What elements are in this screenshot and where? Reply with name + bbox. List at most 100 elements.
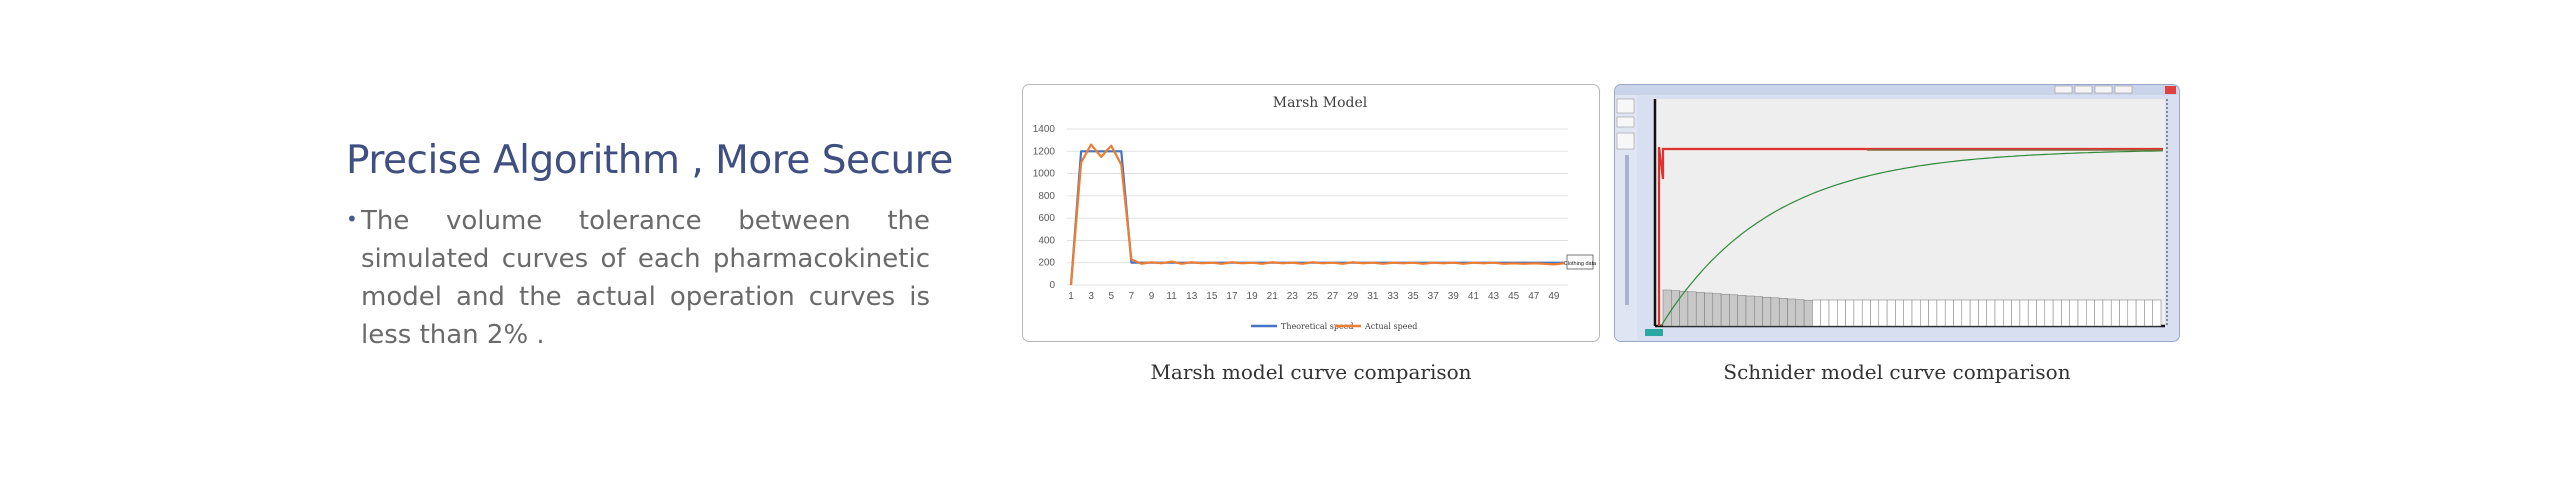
y-tick-label: 400: [1038, 235, 1055, 246]
bullet-item: • The volume tolerance between the simul…: [346, 202, 930, 354]
schnider-chart-panel: [1614, 84, 2180, 342]
x-tick-label: 17: [1226, 291, 1238, 302]
infusion-bar: [1928, 299, 1938, 327]
infusion-bar: [1754, 296, 1763, 327]
legend-label: Actual speed: [1364, 322, 1417, 331]
x-tick-label: 43: [1488, 291, 1500, 302]
x-tick-label: 29: [1347, 291, 1359, 302]
infusion-bar: [1911, 299, 1921, 327]
infusion-bar: [2036, 299, 2046, 327]
toolbar-button[interactable]: [2114, 85, 2133, 94]
infusion-bar: [1994, 299, 2004, 327]
y-axis-ticks: 0 200 400 600 800 1000 1200 1400: [1033, 124, 1056, 291]
infusion-bar: [1729, 294, 1738, 327]
infusion-bar: [1778, 298, 1788, 327]
x-tick-label: 21: [1267, 291, 1279, 302]
infusion-bar: [1787, 298, 1797, 327]
infusion-bar: [1936, 299, 1946, 327]
infusion-bar: [1820, 299, 1830, 327]
infusion-bar: [2044, 299, 2054, 327]
infusion-bar: [1812, 299, 1821, 327]
x-tick-label: 23: [1287, 291, 1299, 302]
headline: Precise Algorithm , More Secure: [346, 138, 953, 183]
x-tick-label: 25: [1307, 291, 1319, 302]
schnider-caption: Schnider model curve comparison: [1723, 360, 2071, 384]
bullet-dot: •: [346, 207, 358, 231]
infusion-bar: [2119, 299, 2129, 327]
x-tick-label: 35: [1408, 291, 1420, 302]
side-button[interactable]: [1616, 98, 1635, 114]
infusion-bar: [1978, 299, 1987, 327]
infusion-bar: [1712, 293, 1722, 327]
toolbar: [2054, 85, 2133, 94]
infusion-bar: [1837, 299, 1846, 327]
x-tick-label: 33: [1387, 291, 1399, 302]
infusion-bar: [2027, 299, 2037, 327]
green-series-line: [1660, 150, 2164, 327]
infusion-bar: [1886, 299, 1896, 327]
series-lines: [1069, 143, 1565, 286]
schnider-chart: [1615, 85, 2178, 340]
annotation-box: Clothing data: [1564, 254, 1597, 270]
infusion-bar: [1720, 293, 1730, 327]
x-tick-label: 19: [1247, 291, 1259, 302]
close-icon[interactable]: [2165, 86, 2176, 94]
infusion-bar: [2052, 299, 2062, 327]
infusion-bar: [1986, 299, 1996, 327]
x-tick-label: 15: [1206, 291, 1218, 302]
x-tick-label: 27: [1327, 291, 1339, 302]
infusion-bar: [1828, 299, 1838, 327]
x-tick-label: 31: [1367, 291, 1379, 302]
y-tick-label: 0: [1049, 280, 1055, 291]
x-tick-label: 45: [1508, 291, 1520, 302]
infusion-bar: [2019, 299, 2029, 327]
legend-label: Theoretical speed: [1281, 322, 1354, 331]
toolbar-button[interactable]: [2094, 85, 2113, 94]
plot-area: [1655, 99, 2165, 326]
infusion-bar: [1961, 299, 1971, 327]
x-tick-label: 49: [1548, 291, 1560, 302]
infusion-bar: [1903, 299, 1913, 327]
infusion-bar: [2135, 299, 2145, 327]
x-tick-label: 39: [1448, 291, 1460, 302]
scroll-handle[interactable]: [1645, 329, 1663, 336]
infusion-bar: [1870, 299, 1880, 327]
side-button[interactable]: [1616, 116, 1635, 128]
series-line: [1069, 143, 1565, 286]
y-tick-label: 200: [1038, 258, 1055, 269]
y-tick-label: 600: [1038, 213, 1055, 224]
annotation-text: Clothing data: [1564, 261, 1597, 267]
infusion-bar: [1878, 299, 1888, 327]
y-axis-scrollbar[interactable]: [1625, 155, 1629, 305]
infusion-bars: [1662, 289, 2162, 327]
infusion-bar: [2011, 299, 2021, 327]
x-tick-label: 9: [1149, 291, 1155, 302]
x-tick-label: 5: [1108, 291, 1114, 302]
infusion-bar: [1803, 299, 1813, 327]
bullet-text: The volume tolerance between the simulat…: [361, 206, 930, 350]
infusion-bar: [1795, 299, 1805, 327]
y-tick-label: 1400: [1033, 124, 1056, 135]
side-button[interactable]: [1616, 132, 1635, 150]
infusion-bar: [2077, 299, 2087, 327]
infusion-bar: [1845, 299, 1855, 327]
legend: Theoretical speed Actual speed: [1251, 322, 1417, 331]
x-tick-label: 47: [1528, 291, 1540, 302]
y-tick-label: 1200: [1033, 146, 1056, 157]
x-tick-label: 7: [1129, 291, 1135, 302]
infusion-bar: [1861, 299, 1871, 327]
infusion-bar: [1704, 292, 1714, 327]
x-tick-label: 3: [1088, 291, 1094, 302]
toolbar-button[interactable]: [2054, 85, 2073, 94]
infusion-bar: [1969, 299, 1979, 327]
infusion-bar: [2094, 299, 2104, 327]
infusion-bar: [1695, 292, 1705, 327]
infusion-bar: [2152, 299, 2162, 327]
infusion-bar: [1737, 295, 1747, 327]
infusion-bar: [2069, 299, 2079, 327]
infusion-bar: [2086, 299, 2095, 327]
toolbar-button[interactable]: [2074, 85, 2093, 94]
x-axis-ticks: 1 3 5 7 9 11 13 15 17 19 21 23 25 27 29 31 33 35 37 39 41 43 4…: [1068, 291, 1560, 302]
